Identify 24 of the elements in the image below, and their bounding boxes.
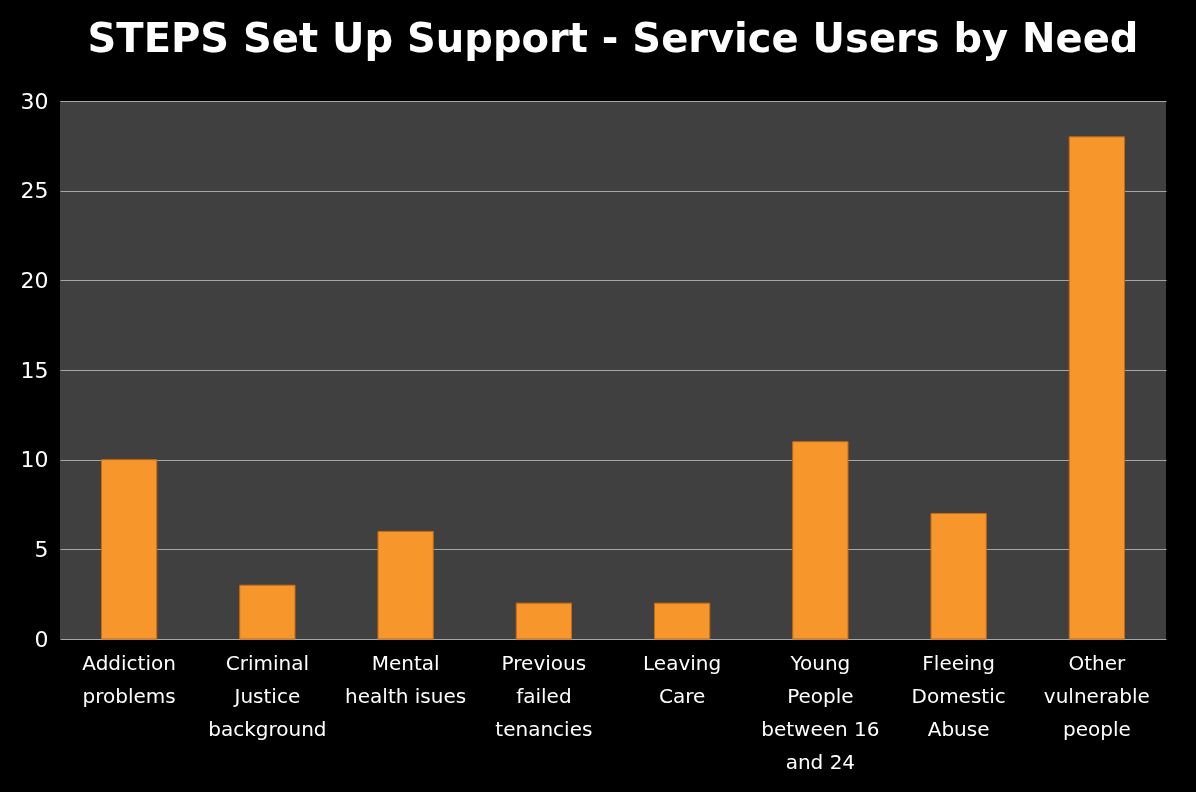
x-tick-label: Addiction problems — [82, 650, 176, 708]
bar — [515, 602, 573, 640]
y-tick-label: 25 — [20, 178, 49, 204]
bar — [239, 584, 296, 640]
x-tick-label: Young People between 16 and 24 — [761, 650, 880, 774]
y-tick-label: 10 — [20, 447, 49, 473]
bar — [930, 512, 987, 640]
y-tick-label: 5 — [34, 536, 49, 562]
y-tick-label: 20 — [20, 267, 49, 293]
x-tick-label: Other vulnerable people — [1043, 650, 1150, 741]
x-tick-label: Previous failed tenancies — [495, 650, 593, 741]
bar — [100, 459, 158, 640]
y-tick-label: 0 — [34, 626, 49, 652]
x-tick-label: Fleeing Domestic Abuse — [911, 650, 1006, 741]
bar — [377, 530, 434, 640]
x-tick-label: Mental health isues — [345, 650, 467, 708]
bar — [1068, 136, 1126, 640]
y-tick-label: 30 — [20, 88, 49, 114]
chart-title: STEPS Set Up Support - Service Users by Need — [87, 15, 1139, 61]
bar — [653, 602, 711, 640]
y-tick-label: 15 — [20, 357, 49, 383]
x-tick-label: Leaving Care — [643, 650, 722, 708]
x-tick-label: Criminal Justice background — [208, 650, 327, 741]
bar — [792, 441, 849, 640]
